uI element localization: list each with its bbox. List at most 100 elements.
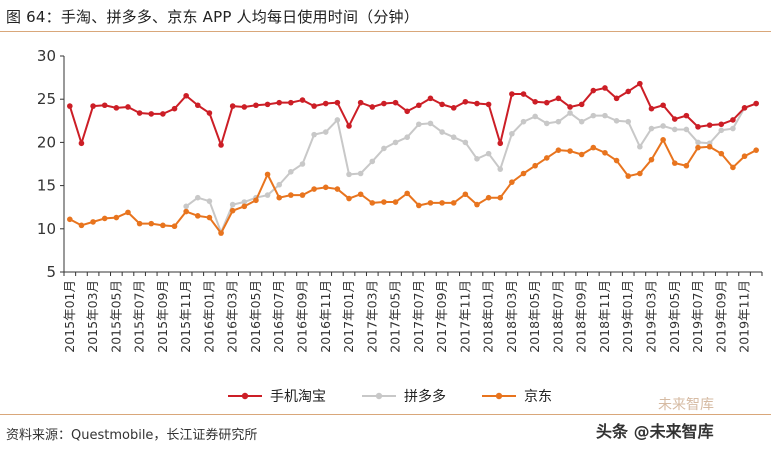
data-point — [462, 191, 469, 198]
x-tick-label: 2017年05月 — [388, 280, 403, 353]
legend-label: 拼多多 — [404, 388, 446, 405]
x-tick-label: 2017年11月 — [457, 280, 472, 353]
data-point — [206, 110, 213, 116]
data-point — [183, 92, 189, 99]
data-point — [334, 99, 341, 106]
data-point — [67, 216, 73, 223]
data-point — [683, 126, 690, 133]
data-point — [567, 110, 573, 116]
data-point — [392, 199, 399, 205]
data-point — [555, 95, 562, 102]
data-point — [334, 117, 341, 123]
data-point — [206, 214, 213, 221]
data-point — [299, 97, 306, 103]
data-point — [718, 150, 725, 157]
data-point — [578, 151, 585, 158]
x-tick-label: 2018年01月 — [481, 280, 496, 353]
data-point — [160, 222, 166, 229]
x-tick-label: 2018年05月 — [527, 280, 542, 353]
data-point — [369, 200, 376, 206]
data-point — [741, 153, 748, 160]
data-point — [357, 170, 364, 177]
x-tick-label: 2016年03月 — [225, 280, 240, 353]
data-point — [148, 220, 155, 227]
data-point — [404, 134, 410, 141]
data-point — [509, 91, 515, 97]
data-point — [660, 137, 666, 143]
data-point — [474, 156, 480, 162]
data-point — [706, 122, 713, 128]
data-point — [288, 168, 294, 175]
x-tick-label: 2015年07月 — [132, 280, 147, 353]
data-point — [439, 200, 445, 206]
data-point — [637, 170, 643, 177]
x-tick-label: 2019年11月 — [737, 280, 752, 353]
data-point — [369, 104, 376, 110]
data-point — [637, 143, 643, 150]
data-point — [602, 149, 608, 156]
data-point — [648, 125, 655, 132]
data-point — [671, 160, 678, 166]
data-point — [78, 140, 85, 147]
data-point — [136, 220, 143, 227]
data-point — [311, 186, 317, 192]
data-point — [730, 125, 736, 132]
data-point — [229, 201, 236, 208]
data-point — [671, 116, 678, 122]
data-point — [404, 190, 410, 197]
y-tick-label: 30 — [37, 47, 56, 65]
data-point — [439, 129, 445, 135]
legend-swatch-marker — [495, 392, 503, 400]
data-point — [148, 111, 155, 117]
data-point — [555, 147, 562, 153]
data-point — [78, 222, 85, 229]
data-point — [497, 166, 504, 172]
data-point — [567, 148, 573, 154]
data-point — [509, 179, 515, 185]
data-point — [136, 110, 143, 116]
data-point — [218, 142, 224, 148]
data-point — [625, 88, 632, 95]
x-tick-label: 2019年03月 — [643, 280, 658, 353]
data-point — [253, 102, 259, 109]
data-point — [637, 80, 643, 87]
x-tick-label: 2019年01月 — [620, 280, 635, 353]
data-point — [241, 104, 248, 110]
data-point — [718, 121, 725, 128]
data-point — [381, 199, 387, 205]
data-point — [427, 200, 434, 206]
data-point — [613, 95, 620, 102]
title-divider — [0, 31, 771, 32]
data-point — [229, 103, 236, 109]
x-tick-label: 2015年05月 — [108, 280, 123, 353]
data-point — [241, 199, 248, 205]
data-point — [264, 171, 271, 178]
data-point — [427, 95, 434, 102]
data-point — [311, 103, 317, 109]
data-point — [404, 108, 410, 115]
data-point — [125, 104, 131, 110]
data-point — [730, 164, 736, 171]
x-tick-label: 2019年09月 — [713, 280, 728, 353]
series-line — [185, 102, 757, 234]
y-tick-label: 5 — [46, 263, 56, 281]
data-point — [590, 112, 597, 119]
data-point — [416, 202, 422, 209]
data-point — [485, 101, 492, 108]
data-point — [683, 162, 690, 169]
data-point — [450, 105, 457, 111]
data-point — [695, 124, 701, 130]
x-tick-label: 2015年09月 — [155, 280, 170, 353]
data-point — [578, 118, 585, 125]
data-point — [322, 184, 329, 191]
data-point — [299, 161, 306, 167]
watermark: 头条 @未来智库 — [596, 422, 714, 441]
data-point — [346, 195, 352, 202]
data-point — [683, 112, 690, 119]
data-point — [381, 100, 387, 107]
data-point — [334, 186, 341, 192]
data-point — [416, 121, 422, 128]
x-tick-label: 2016年01月 — [201, 280, 216, 353]
data-point — [450, 134, 457, 141]
